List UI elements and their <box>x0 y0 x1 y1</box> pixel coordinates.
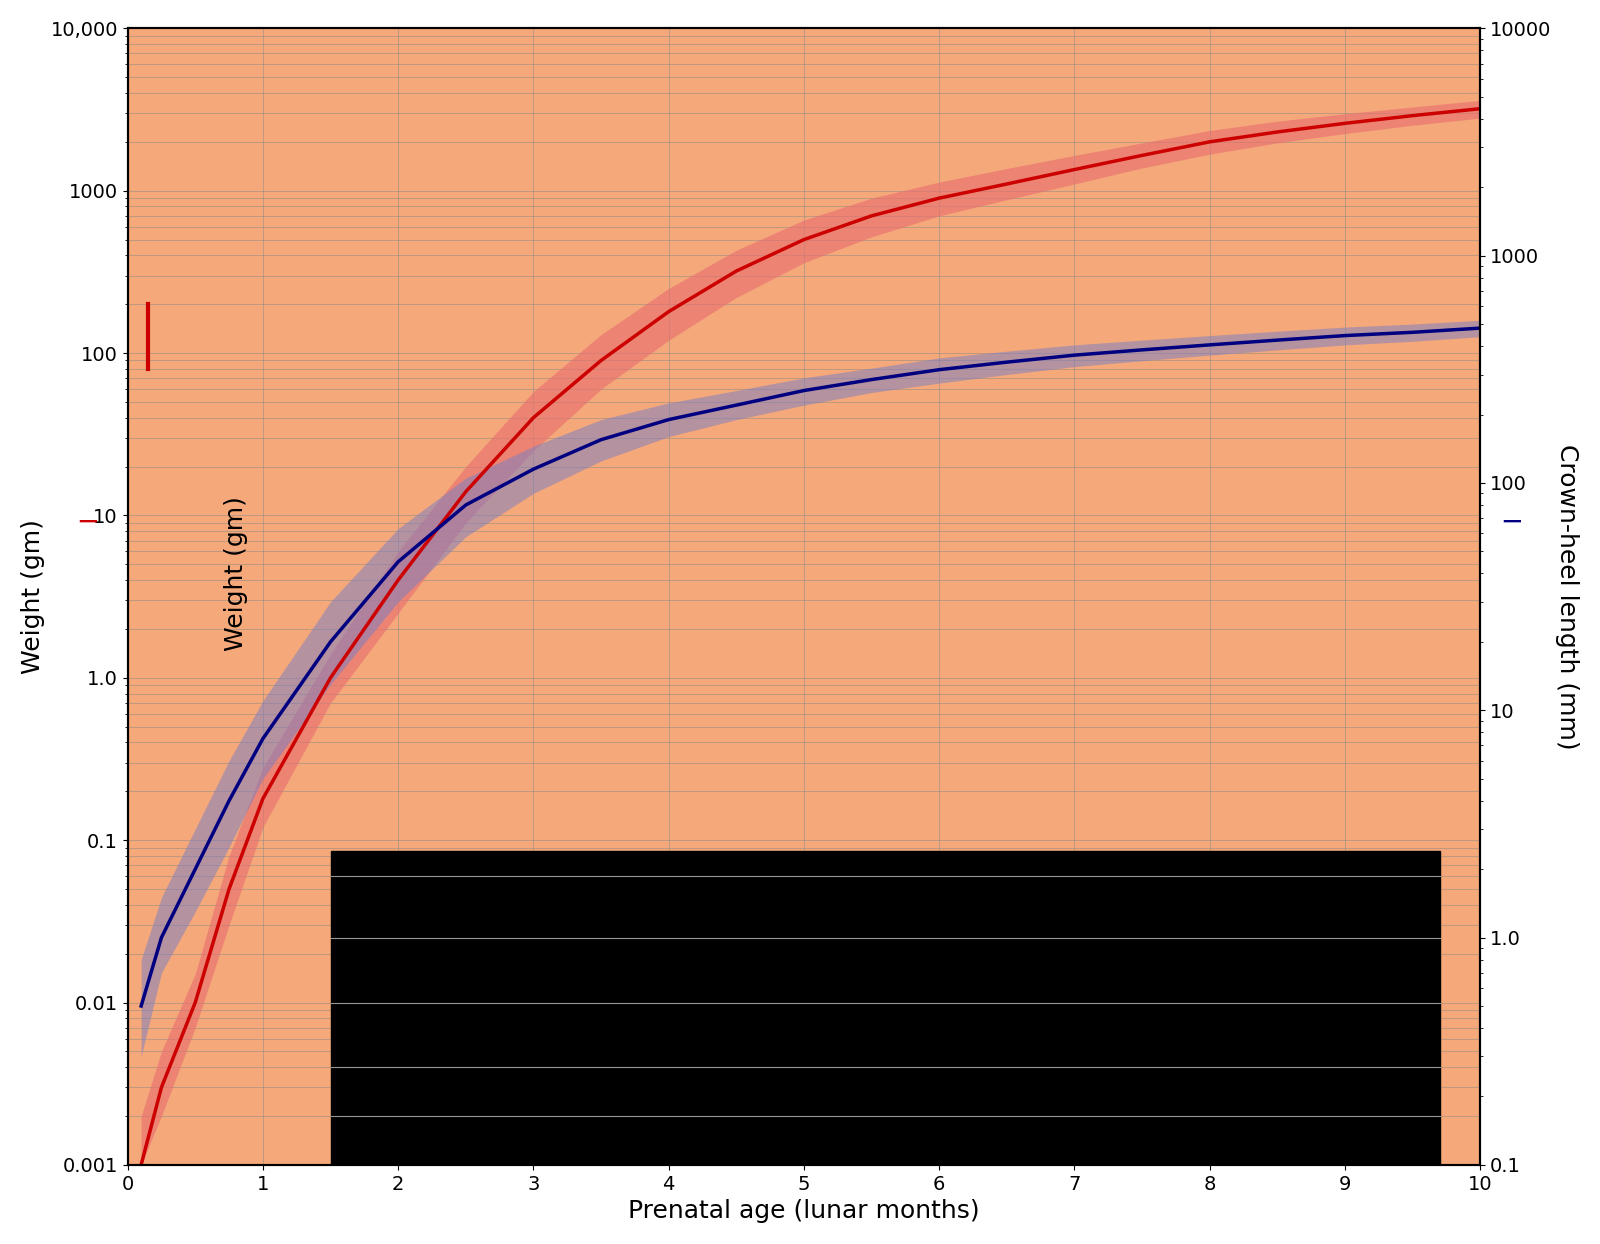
Text: ─: ─ <box>80 509 96 536</box>
Bar <box>331 851 1440 1164</box>
X-axis label: Prenatal age (lunar months): Prenatal age (lunar months) <box>629 1199 979 1223</box>
Text: ─: ─ <box>1504 509 1520 536</box>
Text: Weight (gm): Weight (gm) <box>224 496 248 652</box>
Y-axis label: Crown-heel length (mm): Crown-heel length (mm) <box>1555 444 1579 749</box>
Y-axis label: Weight (gm): Weight (gm) <box>21 519 45 674</box>
